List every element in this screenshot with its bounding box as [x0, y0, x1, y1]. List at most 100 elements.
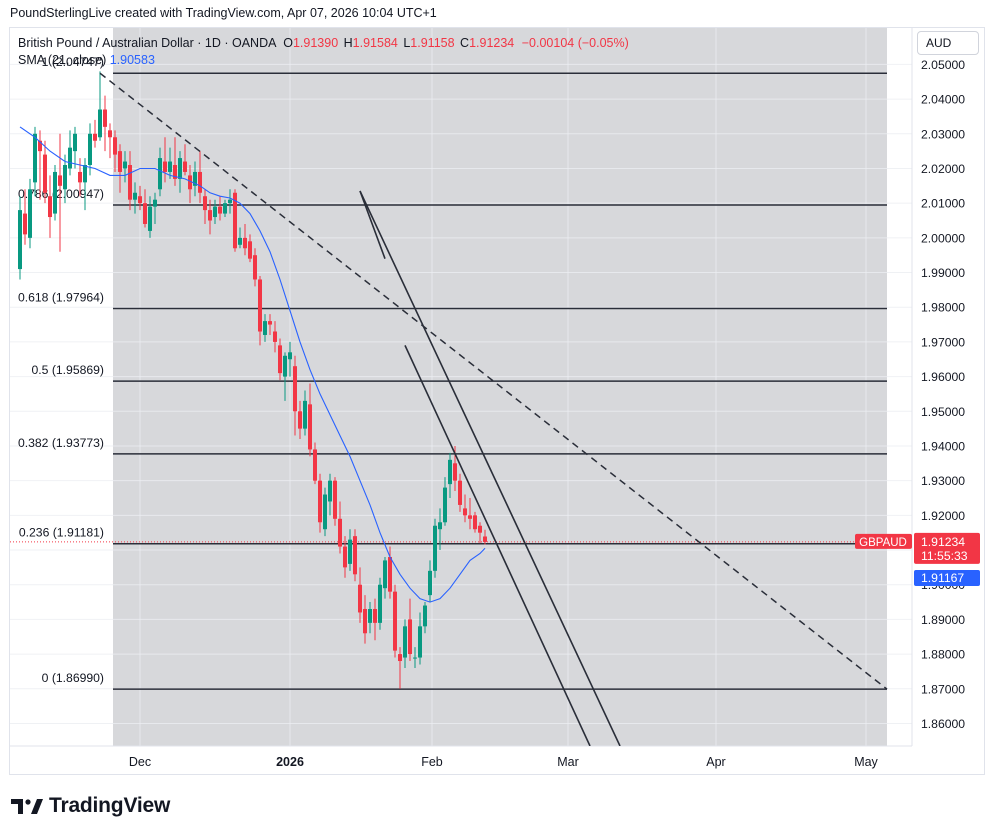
candle-body [133, 192, 137, 200]
candle-body [283, 355, 287, 377]
fib-level-label: 0.382 (1.93773) [18, 436, 104, 450]
y-tick-label: 2.05000 [921, 58, 965, 72]
x-tick-label: Feb [421, 755, 443, 769]
candle-body [313, 449, 317, 481]
sma-legend-row: SMA (21, close) 1.90583 [18, 52, 629, 69]
y-tick-label: 1.87000 [921, 682, 965, 696]
candle-body [278, 345, 282, 374]
candle-body [348, 539, 352, 564]
candle-body [208, 210, 212, 221]
candle-body [353, 536, 357, 575]
y-tick-label: 2.02000 [921, 162, 965, 176]
sma-label: SMA (21, close) [18, 53, 107, 67]
candle-body [248, 241, 252, 259]
candle-body [98, 109, 102, 138]
countdown-tag-value: 11:55:33 [921, 549, 968, 563]
candle-body [128, 165, 132, 200]
fib-level-label: 1 (2.04747) [42, 55, 104, 69]
candle-body [103, 109, 107, 127]
candle-body [413, 657, 417, 659]
x-tick-label: Mar [557, 755, 579, 769]
low-value: 1.91158 [410, 36, 455, 50]
y-tick-label: 2.01000 [921, 197, 965, 211]
candle-body [228, 199, 232, 204]
candle-body [48, 196, 52, 218]
tradingview-logo: TradingView [11, 794, 170, 818]
candle-body [193, 171, 197, 186]
currency-button[interactable]: AUD [917, 31, 979, 55]
candle-body [268, 321, 272, 325]
channel-line-lower [404, 345, 591, 746]
candle-body [448, 459, 452, 485]
candle-body [463, 508, 467, 516]
fib-level-label: 0.618 (1.97964) [18, 290, 104, 304]
candle-body [178, 158, 182, 179]
candle-body [68, 147, 72, 169]
candle-body [273, 331, 277, 342]
low-label: L [403, 36, 411, 50]
last-price-tag-value: 1.91234 [921, 535, 965, 549]
candle-body [418, 626, 422, 658]
y-tick-label: 1.94000 [921, 439, 965, 453]
open-label: O [283, 36, 293, 50]
candle-body [223, 203, 227, 214]
candle-body [378, 584, 382, 623]
candle-body [183, 161, 187, 172]
y-tick-label: 2.04000 [921, 93, 965, 107]
candle-body [358, 584, 362, 613]
candle-body [143, 203, 147, 224]
candle-body [158, 158, 162, 190]
candle-body [308, 404, 312, 450]
x-tick-label: Apr [706, 755, 725, 769]
candle-body [393, 591, 397, 651]
candle-body [298, 411, 302, 429]
symbol-description: British Pound / Australian Dollar · 1D ·… [18, 36, 276, 50]
fib-level-label: 0.236 (1.91181) [19, 526, 104, 540]
candle-body [408, 619, 412, 655]
candle-body [38, 140, 42, 152]
y-tick-label: 1.93000 [921, 474, 965, 488]
candle-body [388, 556, 392, 592]
candle-body [483, 536, 487, 542]
candle-body [288, 352, 292, 360]
channel-line-top-link [359, 190, 386, 259]
x-tick-label: May [854, 755, 878, 769]
candle-body [338, 518, 342, 547]
sma-value: 1.90583 [109, 53, 155, 67]
y-tick-label: 2.00000 [921, 231, 965, 245]
candle-body [153, 199, 157, 207]
candle-body [18, 210, 22, 270]
candle-body [58, 175, 62, 186]
candle-body [118, 151, 122, 172]
sma-line [19, 126, 486, 603]
candle-body [363, 608, 367, 634]
candle-body [238, 237, 242, 245]
fib-level-label: 0.5 (1.95869) [31, 363, 104, 377]
candle-body [263, 321, 267, 335]
x-tick-label: 2026 [276, 755, 304, 769]
high-label: H [343, 36, 353, 50]
sma-price-tag [914, 570, 980, 586]
candle-body [73, 133, 77, 152]
change-value: −0.00104 (−0.05%) [521, 36, 629, 50]
candle-body [323, 494, 327, 530]
tradingview-logo-icon [11, 799, 43, 814]
candle-body [53, 171, 57, 214]
candle-body [343, 546, 347, 568]
candle-body [218, 206, 222, 214]
y-tick-label: 1.88000 [921, 648, 965, 662]
candle-body [88, 133, 92, 166]
candle-body [173, 165, 177, 179]
ohlc-legend-row: British Pound / Australian Dollar · 1D ·… [18, 35, 629, 52]
sma-price-tag-value: 1.91167 [921, 571, 964, 585]
fib-level-label: 0 (1.86990) [42, 671, 104, 685]
candle-body [438, 522, 442, 530]
candle-body [163, 161, 167, 172]
y-tick-label: 1.98000 [921, 301, 965, 315]
channel-line-upper [359, 190, 621, 746]
y-tick-label: 1.97000 [921, 335, 965, 349]
candle-body [168, 161, 172, 172]
candle-body [63, 165, 67, 190]
x-tick-label: Dec [129, 755, 151, 769]
